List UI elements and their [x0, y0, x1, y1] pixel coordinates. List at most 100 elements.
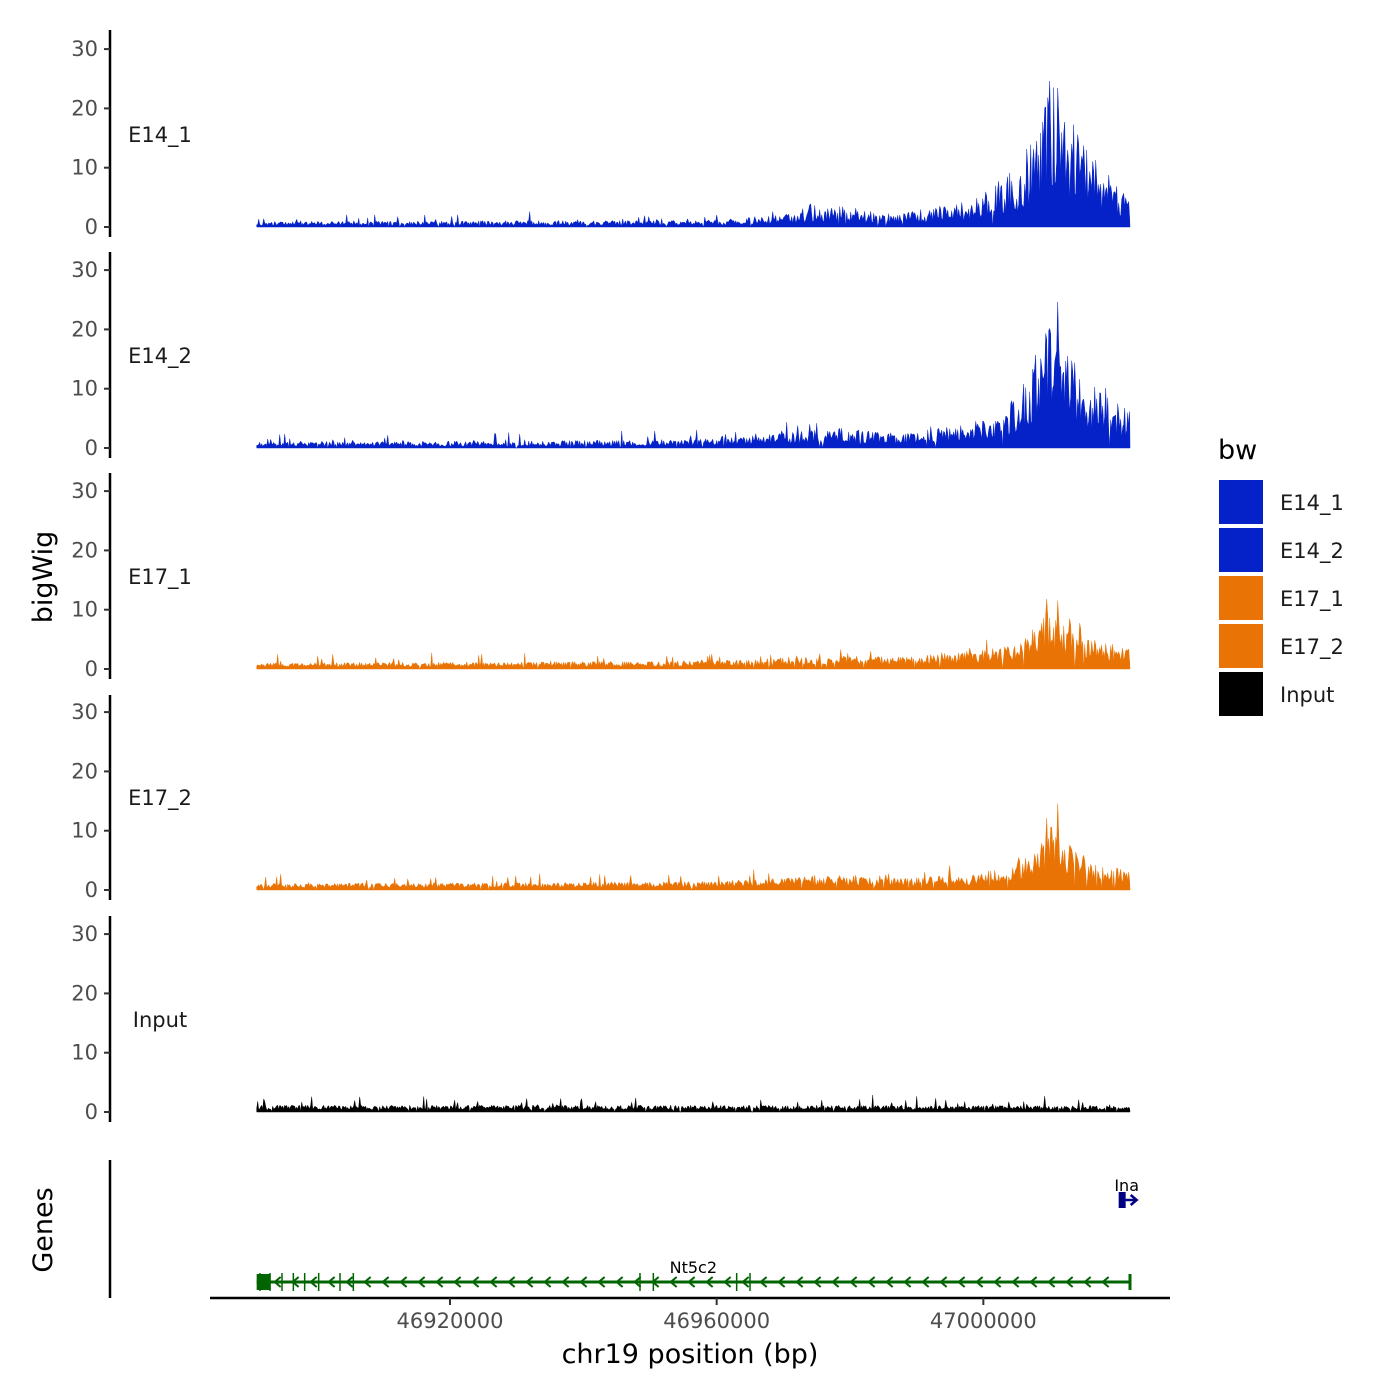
legend-swatch — [1219, 480, 1263, 524]
gene-label: Nt5c2 — [670, 1258, 717, 1277]
coverage-area — [256, 598, 1131, 670]
track-label: E17_2 — [128, 786, 192, 811]
strand-arrow — [579, 1276, 588, 1288]
strand-arrow — [885, 1276, 894, 1288]
x-axis-title: chr19 position (bp) — [562, 1339, 819, 1370]
strand-arrow — [1065, 1276, 1074, 1288]
coverage-area — [256, 1095, 1131, 1113]
strand-arrow — [975, 1276, 984, 1288]
genes-axis-title: Genes — [28, 1187, 59, 1272]
exon — [1118, 1192, 1126, 1208]
strand-arrow — [525, 1276, 534, 1288]
strand-arrow — [543, 1276, 552, 1288]
gene-nt5c2: Nt5c2 — [256, 1258, 1132, 1291]
y-tick-label: 30 — [71, 37, 98, 61]
track-e17-1: 0 10 20 30 E17_1 — [71, 473, 1131, 681]
legend-item: E17_2 — [1219, 624, 1344, 668]
strand-arrow — [723, 1276, 732, 1288]
strand-arrow — [993, 1276, 1002, 1288]
y-axis-title: bigWig — [28, 531, 59, 624]
strand-arrow — [741, 1276, 750, 1288]
legend: bw E14_1 E14_2 E17_1 E17_2 Input — [1218, 435, 1344, 716]
gene-label: Ina — [1114, 1176, 1139, 1195]
y-tick-label: 10 — [71, 377, 98, 401]
track-e14-2: 0 10 20 30 E14_2 — [71, 252, 1131, 460]
legend-swatch — [1219, 624, 1263, 668]
strand-arrow — [1029, 1276, 1038, 1288]
strand-arrow — [759, 1276, 768, 1288]
strand-arrow — [669, 1276, 678, 1288]
strand-arrow — [597, 1276, 606, 1288]
coverage-tracks: 0 10 20 30 E14_1 0 10 20 30 E14_2 0 10 20 30 E17_1 0 10 2… — [71, 30, 1131, 1124]
y-tick-label: 20 — [71, 759, 98, 783]
strand-arrow — [1129, 1194, 1139, 1206]
strand-arrow — [633, 1276, 642, 1288]
legend-label: E17_2 — [1280, 635, 1344, 660]
strand-arrow — [939, 1276, 948, 1288]
y-tick-label: 30 — [71, 479, 98, 503]
strand-arrow — [813, 1276, 822, 1288]
y-tick-label: 10 — [71, 1041, 98, 1065]
legend-swatch — [1219, 672, 1263, 716]
strand-arrow — [345, 1276, 354, 1288]
strand-arrow — [507, 1276, 516, 1288]
coverage-area — [256, 803, 1131, 891]
strand-arrow — [273, 1276, 282, 1288]
track-e17-2: 0 10 20 30 E17_2 — [71, 695, 1131, 902]
y-tick-label: 10 — [71, 819, 98, 843]
y-tick-label: 10 — [71, 598, 98, 622]
y-tick-label: 30 — [71, 922, 98, 946]
strand-arrow — [777, 1276, 786, 1288]
strand-arrow — [489, 1276, 498, 1288]
y-tick-label: 0 — [85, 436, 98, 460]
strand-arrow — [705, 1276, 714, 1288]
y-tick-label: 20 — [71, 317, 98, 341]
strand-arrow — [1047, 1276, 1056, 1288]
x-tick-label: 46920000 — [397, 1309, 504, 1333]
strand-arrow — [831, 1276, 840, 1288]
coverage-area — [256, 302, 1131, 449]
exon — [256, 1274, 271, 1290]
strand-arrow — [399, 1276, 408, 1288]
strand-arrow — [327, 1276, 336, 1288]
strand-arrow — [471, 1276, 480, 1288]
strand-arrow — [795, 1276, 804, 1288]
y-tick-label: 30 — [71, 700, 98, 724]
legend-item: E14_2 — [1219, 528, 1344, 572]
strand-arrow — [1011, 1276, 1020, 1288]
strand-arrow — [1101, 1276, 1110, 1288]
y-tick-label: 0 — [85, 878, 98, 902]
y-tick-label: 0 — [85, 657, 98, 681]
gene-ina: Ina — [1114, 1176, 1139, 1208]
legend-label: E14_1 — [1280, 491, 1344, 516]
strand-arrow — [453, 1276, 462, 1288]
track-label: E17_1 — [128, 565, 192, 590]
y-tick-label: 0 — [85, 215, 98, 239]
track-label: Input — [133, 1008, 187, 1032]
y-tick-label: 0 — [85, 1100, 98, 1124]
legend-item: E14_1 — [1219, 480, 1344, 524]
legend-label: Input — [1280, 683, 1334, 707]
legend-swatch — [1219, 528, 1263, 572]
strand-arrow — [435, 1276, 444, 1288]
strand-arrow — [1083, 1276, 1092, 1288]
strand-arrow — [561, 1276, 570, 1288]
strand-arrow — [309, 1276, 318, 1288]
strand-arrow — [687, 1276, 696, 1288]
y-tick-label: 20 — [71, 96, 98, 120]
legend-swatch — [1219, 576, 1263, 620]
strand-arrow — [957, 1276, 966, 1288]
y-tick-label: 10 — [71, 156, 98, 180]
strand-arrow — [849, 1276, 858, 1288]
y-tick-label: 20 — [71, 981, 98, 1005]
track-label: E14_1 — [128, 123, 192, 148]
strand-arrow — [417, 1276, 426, 1288]
legend-item: E17_1 — [1219, 576, 1344, 620]
x-tick-label: 46960000 — [663, 1309, 770, 1333]
gene-track: Nt5c2 Ina — [108, 1160, 1139, 1298]
strand-arrow — [381, 1276, 390, 1288]
strand-arrow — [903, 1276, 912, 1288]
track-label: E14_2 — [128, 344, 192, 369]
legend-label: E17_1 — [1280, 587, 1344, 612]
